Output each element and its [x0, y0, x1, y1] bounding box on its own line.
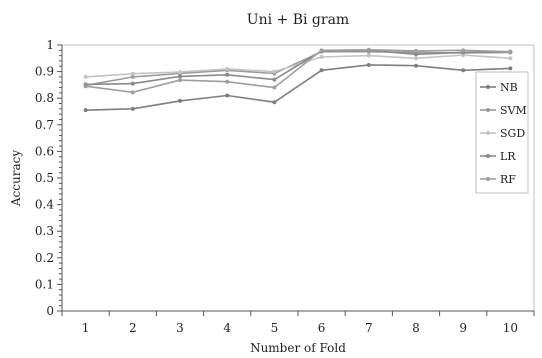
legend-label: NB [500, 81, 518, 94]
y-tick-label: 0.9 [35, 65, 54, 79]
data-point-rf [508, 49, 513, 54]
legend-marker [486, 108, 490, 112]
x-tick-label: 7 [365, 321, 373, 335]
data-point-nb [272, 100, 277, 105]
y-tick-label: 0.3 [35, 224, 54, 238]
legend-marker [486, 85, 490, 89]
series-line-sgd [85, 54, 511, 78]
data-point-sgd [178, 70, 182, 75]
x-tick-label: 1 [82, 321, 90, 335]
data-point-sgd [414, 56, 418, 61]
data-point-rf [178, 78, 182, 83]
x-tick-label: 2 [129, 321, 137, 335]
data-point-lr [178, 74, 182, 79]
y-tick-label: 0.6 [35, 144, 54, 158]
data-point-sgd [225, 66, 230, 71]
data-point-rf [130, 90, 135, 95]
x-tick-label: 9 [459, 321, 467, 335]
legend-item-sgd: SGD [480, 127, 525, 140]
x-tick-label: 8 [412, 321, 420, 335]
legend-label: RF [500, 173, 516, 186]
y-tick-label: 0.5 [35, 171, 54, 185]
data-point-nb [414, 63, 418, 68]
legend-marker [486, 154, 490, 158]
legend-item-rf: RF [480, 173, 516, 186]
data-point-rf [83, 84, 88, 89]
data-point-rf [225, 79, 230, 84]
data-point-sgd [366, 53, 371, 58]
data-point-sgd [130, 71, 135, 76]
data-point-nb [461, 68, 466, 73]
data-point-lr [272, 77, 277, 82]
series-line-nb [85, 64, 511, 111]
x-tick-label: 5 [271, 321, 279, 335]
legend-label: SGD [500, 127, 525, 140]
data-point-rf [461, 48, 466, 53]
data-point-nb [83, 108, 88, 113]
data-point-sgd [83, 74, 88, 79]
y-tick-label: 1 [46, 38, 54, 52]
data-point-svm [130, 74, 135, 79]
y-tick-label: 0.8 [35, 91, 54, 105]
y-tick-label: 0.4 [35, 198, 54, 212]
legend: NB SVM SGD LR RF [475, 71, 529, 194]
series-line-lr [85, 49, 511, 86]
legend-item-lr: LR [480, 150, 516, 163]
series-sgd [83, 53, 513, 79]
data-point-lr [225, 72, 230, 77]
series-rf [83, 47, 513, 95]
data-point-lr [130, 81, 135, 86]
legend-marker [486, 177, 490, 181]
data-point-sgd [508, 56, 513, 61]
data-point-nb [319, 68, 324, 73]
legend-label: SVM [500, 104, 527, 117]
data-point-nb [130, 106, 135, 111]
data-point-rf [319, 48, 324, 53]
data-point-nb [508, 66, 513, 71]
data-point-nb [225, 93, 230, 98]
y-tick-label: 0.7 [35, 118, 54, 132]
series-nb [83, 62, 513, 113]
data-point-nb [178, 98, 182, 103]
y-tick-label: 0 [46, 304, 54, 318]
x-tick-label: 4 [223, 321, 231, 335]
y-axis-label: Accuracy [9, 150, 23, 207]
data-point-nb [366, 62, 371, 67]
y-tick-label: 0.1 [35, 277, 54, 291]
chart-title: Uni + Bi gram [247, 12, 349, 28]
data-point-sgd [319, 54, 324, 59]
axes: 0 0.1 0.2 0.3 0.4 0.5 0.6 0.7 0.8 0.9 1 1 2 3 4 5 6 7 8 9 10 [35, 38, 535, 335]
series-lr [83, 48, 513, 87]
data-point-rf [366, 47, 371, 52]
legend-item-svm: SVM [480, 104, 527, 117]
x-tick-label: 6 [318, 321, 326, 335]
series-line-rf [85, 48, 511, 94]
x-tick-label: 3 [176, 321, 184, 335]
x-tick-label: 10 [503, 321, 518, 335]
data-point-rf [414, 48, 418, 53]
series-layer [83, 47, 513, 113]
legend-label: LR [500, 150, 516, 163]
y-tick-label: 0.2 [35, 251, 54, 265]
data-point-lr [414, 52, 418, 57]
data-point-sgd [272, 69, 277, 74]
data-point-rf [272, 85, 277, 90]
legend-marker [486, 131, 490, 135]
x-axis-label: Number of Fold [250, 341, 346, 355]
legend-item-nb: NB [480, 81, 518, 94]
